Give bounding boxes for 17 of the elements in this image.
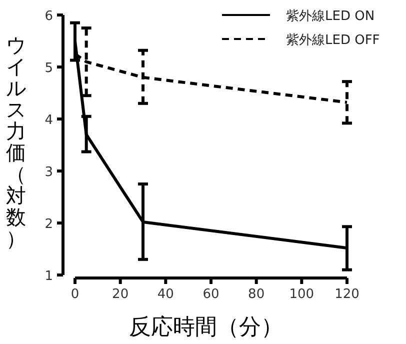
y-tick-label: 1 bbox=[44, 269, 53, 284]
x-tick-label: 80 bbox=[248, 287, 265, 302]
legend-label: 紫外線LED ON bbox=[286, 9, 375, 24]
x-tick-label: 100 bbox=[289, 287, 314, 302]
x-tick-label: 120 bbox=[334, 287, 360, 302]
y-tick-label: 6 bbox=[44, 9, 53, 24]
x-axis-title: 反応時間（分） bbox=[129, 315, 283, 340]
y-tick-label: 3 bbox=[44, 165, 53, 180]
x-tick-label: 60 bbox=[202, 287, 220, 302]
legend-label: 紫外線LED OFF bbox=[286, 33, 380, 48]
x-tick-label: 20 bbox=[112, 287, 129, 302]
x-tick-label: 0 bbox=[70, 287, 80, 302]
y-tick-label: 5 bbox=[44, 61, 53, 76]
y-tick-label: 4 bbox=[44, 113, 53, 128]
text: ウイルス力価（対数） bbox=[6, 33, 26, 250]
y-tick-label: 2 bbox=[44, 217, 53, 232]
x-tick-label: 40 bbox=[157, 287, 174, 302]
